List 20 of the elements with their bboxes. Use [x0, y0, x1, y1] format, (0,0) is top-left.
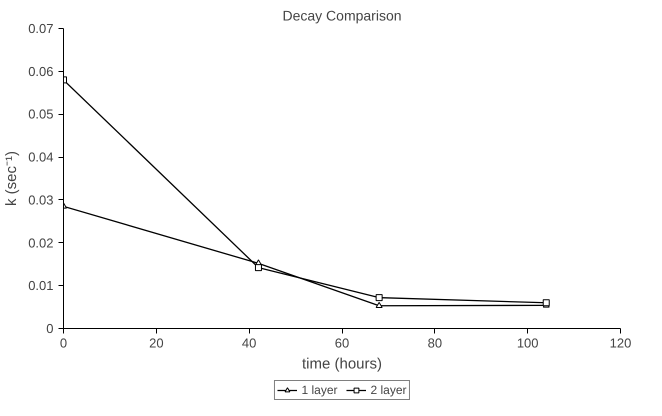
y-axis-title: k (sec⁻¹)	[3, 151, 20, 206]
y-tick-label: 0.05	[28, 106, 54, 122]
x-tick-label: 60	[334, 336, 350, 350]
x-tick-label: 40	[242, 336, 256, 350]
y-tick-label: 0	[46, 321, 54, 336]
y-tick-label: 0.04	[28, 150, 54, 165]
y-tick-label: 0.03	[28, 192, 54, 208]
x-axis-title: time (hours)	[302, 356, 382, 372]
y-tick-label: 0.02	[28, 235, 54, 250]
x-tick-label: 20	[149, 336, 164, 350]
x-tick-label: 80	[428, 336, 442, 350]
x-tick-label: 120	[610, 336, 632, 350]
legend-label: 1 layer	[301, 383, 338, 397]
x-tick-label: 100	[516, 336, 539, 350]
x-tick-label: 0	[60, 336, 68, 350]
chart-title: Decay Comparison	[282, 8, 402, 24]
y-tick-label: 0.06	[28, 64, 54, 79]
y-tick-label: 0.01	[28, 278, 54, 294]
legend-label: 2 layer	[370, 383, 407, 397]
y-tick-label: 0.07	[28, 21, 54, 36]
